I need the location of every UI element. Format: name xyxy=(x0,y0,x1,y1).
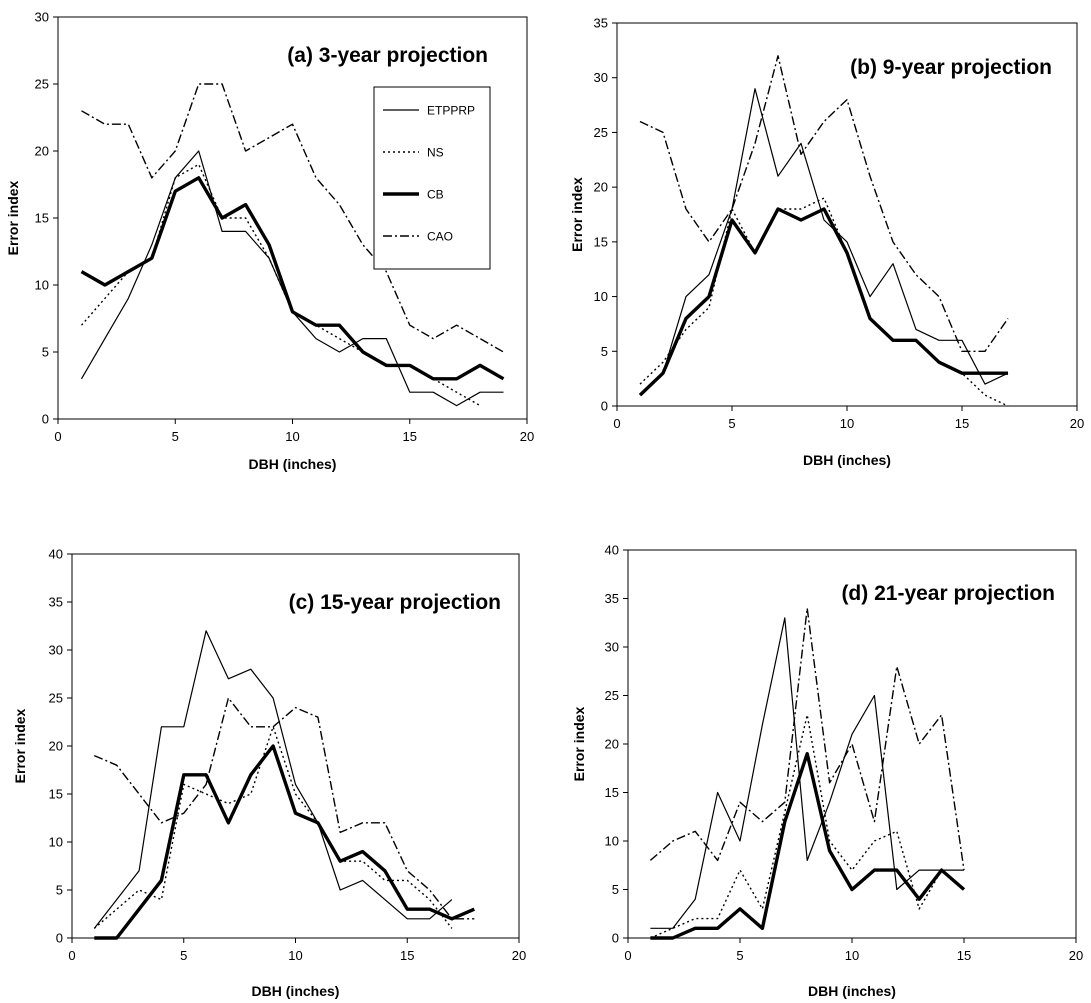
y-tick-label: 25 xyxy=(35,77,49,92)
legend: ETPPRP NS CB CAO xyxy=(374,87,490,269)
y-tick-label: 5 xyxy=(601,344,608,359)
series-line-cb xyxy=(640,209,1008,395)
plot-frame xyxy=(628,550,1076,938)
series-line-ns xyxy=(640,198,1008,406)
legend-label-cb: CB xyxy=(427,188,444,202)
series-line-etpprp xyxy=(650,618,964,928)
y-tick-label: 10 xyxy=(49,835,63,850)
x-tick-label: 10 xyxy=(285,429,299,444)
y-tick-label: 20 xyxy=(594,180,608,195)
series-line-cao xyxy=(640,56,1008,352)
panel-title: (d) 21-year projection xyxy=(841,582,1055,605)
y-tick-label: 0 xyxy=(42,412,49,427)
panel-title: (a) 3-year projection xyxy=(287,44,488,67)
series-line-cb xyxy=(94,746,474,938)
x-tick-label: 15 xyxy=(957,948,971,963)
x-tick-label: 15 xyxy=(400,948,414,963)
y-tick-label: 0 xyxy=(612,931,619,946)
x-tick-label: 5 xyxy=(728,416,735,431)
y-axis-label: Error index xyxy=(5,180,21,255)
legend-label-cao: CAO xyxy=(427,230,453,244)
y-tick-label: 20 xyxy=(605,737,619,752)
y-tick-label: 20 xyxy=(35,144,49,159)
y-tick-label: 0 xyxy=(56,931,63,946)
y-tick-label: 25 xyxy=(49,691,63,706)
series-line-etpprp xyxy=(94,631,452,929)
y-tick-label: 30 xyxy=(49,643,63,658)
y-axis-label: Error index xyxy=(569,177,585,252)
y-tick-label: 30 xyxy=(594,70,608,85)
x-tick-label: 10 xyxy=(288,948,302,963)
y-tick-label: 25 xyxy=(594,125,608,140)
panel-2: 0 5 10 15 20 25 30 35 0 5 10 15 20 DBH (inches) Error … xyxy=(569,16,1084,469)
y-tick-label: 35 xyxy=(605,591,619,606)
y-tick-label: 10 xyxy=(594,289,608,304)
x-tick-label: 5 xyxy=(736,948,743,963)
x-tick-label: 20 xyxy=(1070,416,1084,431)
series-line-cao xyxy=(650,608,964,870)
series-line-cb xyxy=(650,754,964,938)
x-tick-label: 5 xyxy=(180,948,187,963)
x-tick-label: 0 xyxy=(624,948,631,963)
x-axis-label: DBH (inches) xyxy=(803,452,891,468)
y-tick-label: 30 xyxy=(35,10,49,25)
x-axis-label: DBH (inches) xyxy=(252,983,340,999)
y-axis-label: Error index xyxy=(12,708,28,783)
y-tick-label: 10 xyxy=(35,278,49,293)
x-axis-label: DBH (inches) xyxy=(808,983,896,999)
x-tick-label: 0 xyxy=(68,948,75,963)
x-axis-label: DBH (inches) xyxy=(249,456,337,472)
y-tick-label: 20 xyxy=(49,739,63,754)
y-tick-label: 15 xyxy=(49,787,63,802)
x-tick-label: 0 xyxy=(54,429,61,444)
y-tick-label: 5 xyxy=(56,883,63,898)
series-line-ns xyxy=(650,715,964,938)
y-axis-label: Error index xyxy=(571,706,587,781)
series-line-etpprp xyxy=(640,89,1008,395)
x-tick-label: 5 xyxy=(172,429,179,444)
panel-4: 0 5 10 15 20 25 30 35 40 0 5 10 15 20 DBH (inches) Erro… xyxy=(571,543,1083,1000)
series-line-cao xyxy=(94,698,474,919)
y-tick-label: 5 xyxy=(612,882,619,897)
y-tick-label: 15 xyxy=(35,211,49,226)
panel-title: (c) 15-year projection xyxy=(289,591,501,614)
x-tick-label: 20 xyxy=(520,429,534,444)
x-tick-label: 10 xyxy=(840,416,854,431)
legend-label-etpprp: ETPPRP xyxy=(427,104,475,118)
y-tick-label: 15 xyxy=(594,234,608,249)
panel-title: (b) 9-year projection xyxy=(850,56,1052,79)
y-tick-label: 40 xyxy=(49,547,63,562)
legend-label-ns: NS xyxy=(427,146,444,160)
y-tick-label: 0 xyxy=(601,399,608,414)
y-tick-label: 15 xyxy=(605,785,619,800)
plot-frame xyxy=(617,23,1077,406)
panel-3: 0 5 10 15 20 25 30 35 40 0 5 10 15 20 DBH (inches) Erro… xyxy=(12,547,526,1000)
x-tick-label: 20 xyxy=(1069,948,1083,963)
y-tick-label: 35 xyxy=(594,16,608,31)
y-tick-label: 35 xyxy=(49,595,63,610)
x-tick-label: 0 xyxy=(613,416,620,431)
x-tick-label: 20 xyxy=(512,948,526,963)
y-tick-label: 40 xyxy=(605,543,619,558)
x-tick-label: 15 xyxy=(955,416,969,431)
y-tick-label: 5 xyxy=(42,345,49,360)
y-tick-label: 10 xyxy=(605,834,619,849)
y-tick-label: 30 xyxy=(605,640,619,655)
x-tick-label: 10 xyxy=(845,948,859,963)
y-tick-label: 25 xyxy=(605,688,619,703)
x-tick-label: 15 xyxy=(403,429,417,444)
